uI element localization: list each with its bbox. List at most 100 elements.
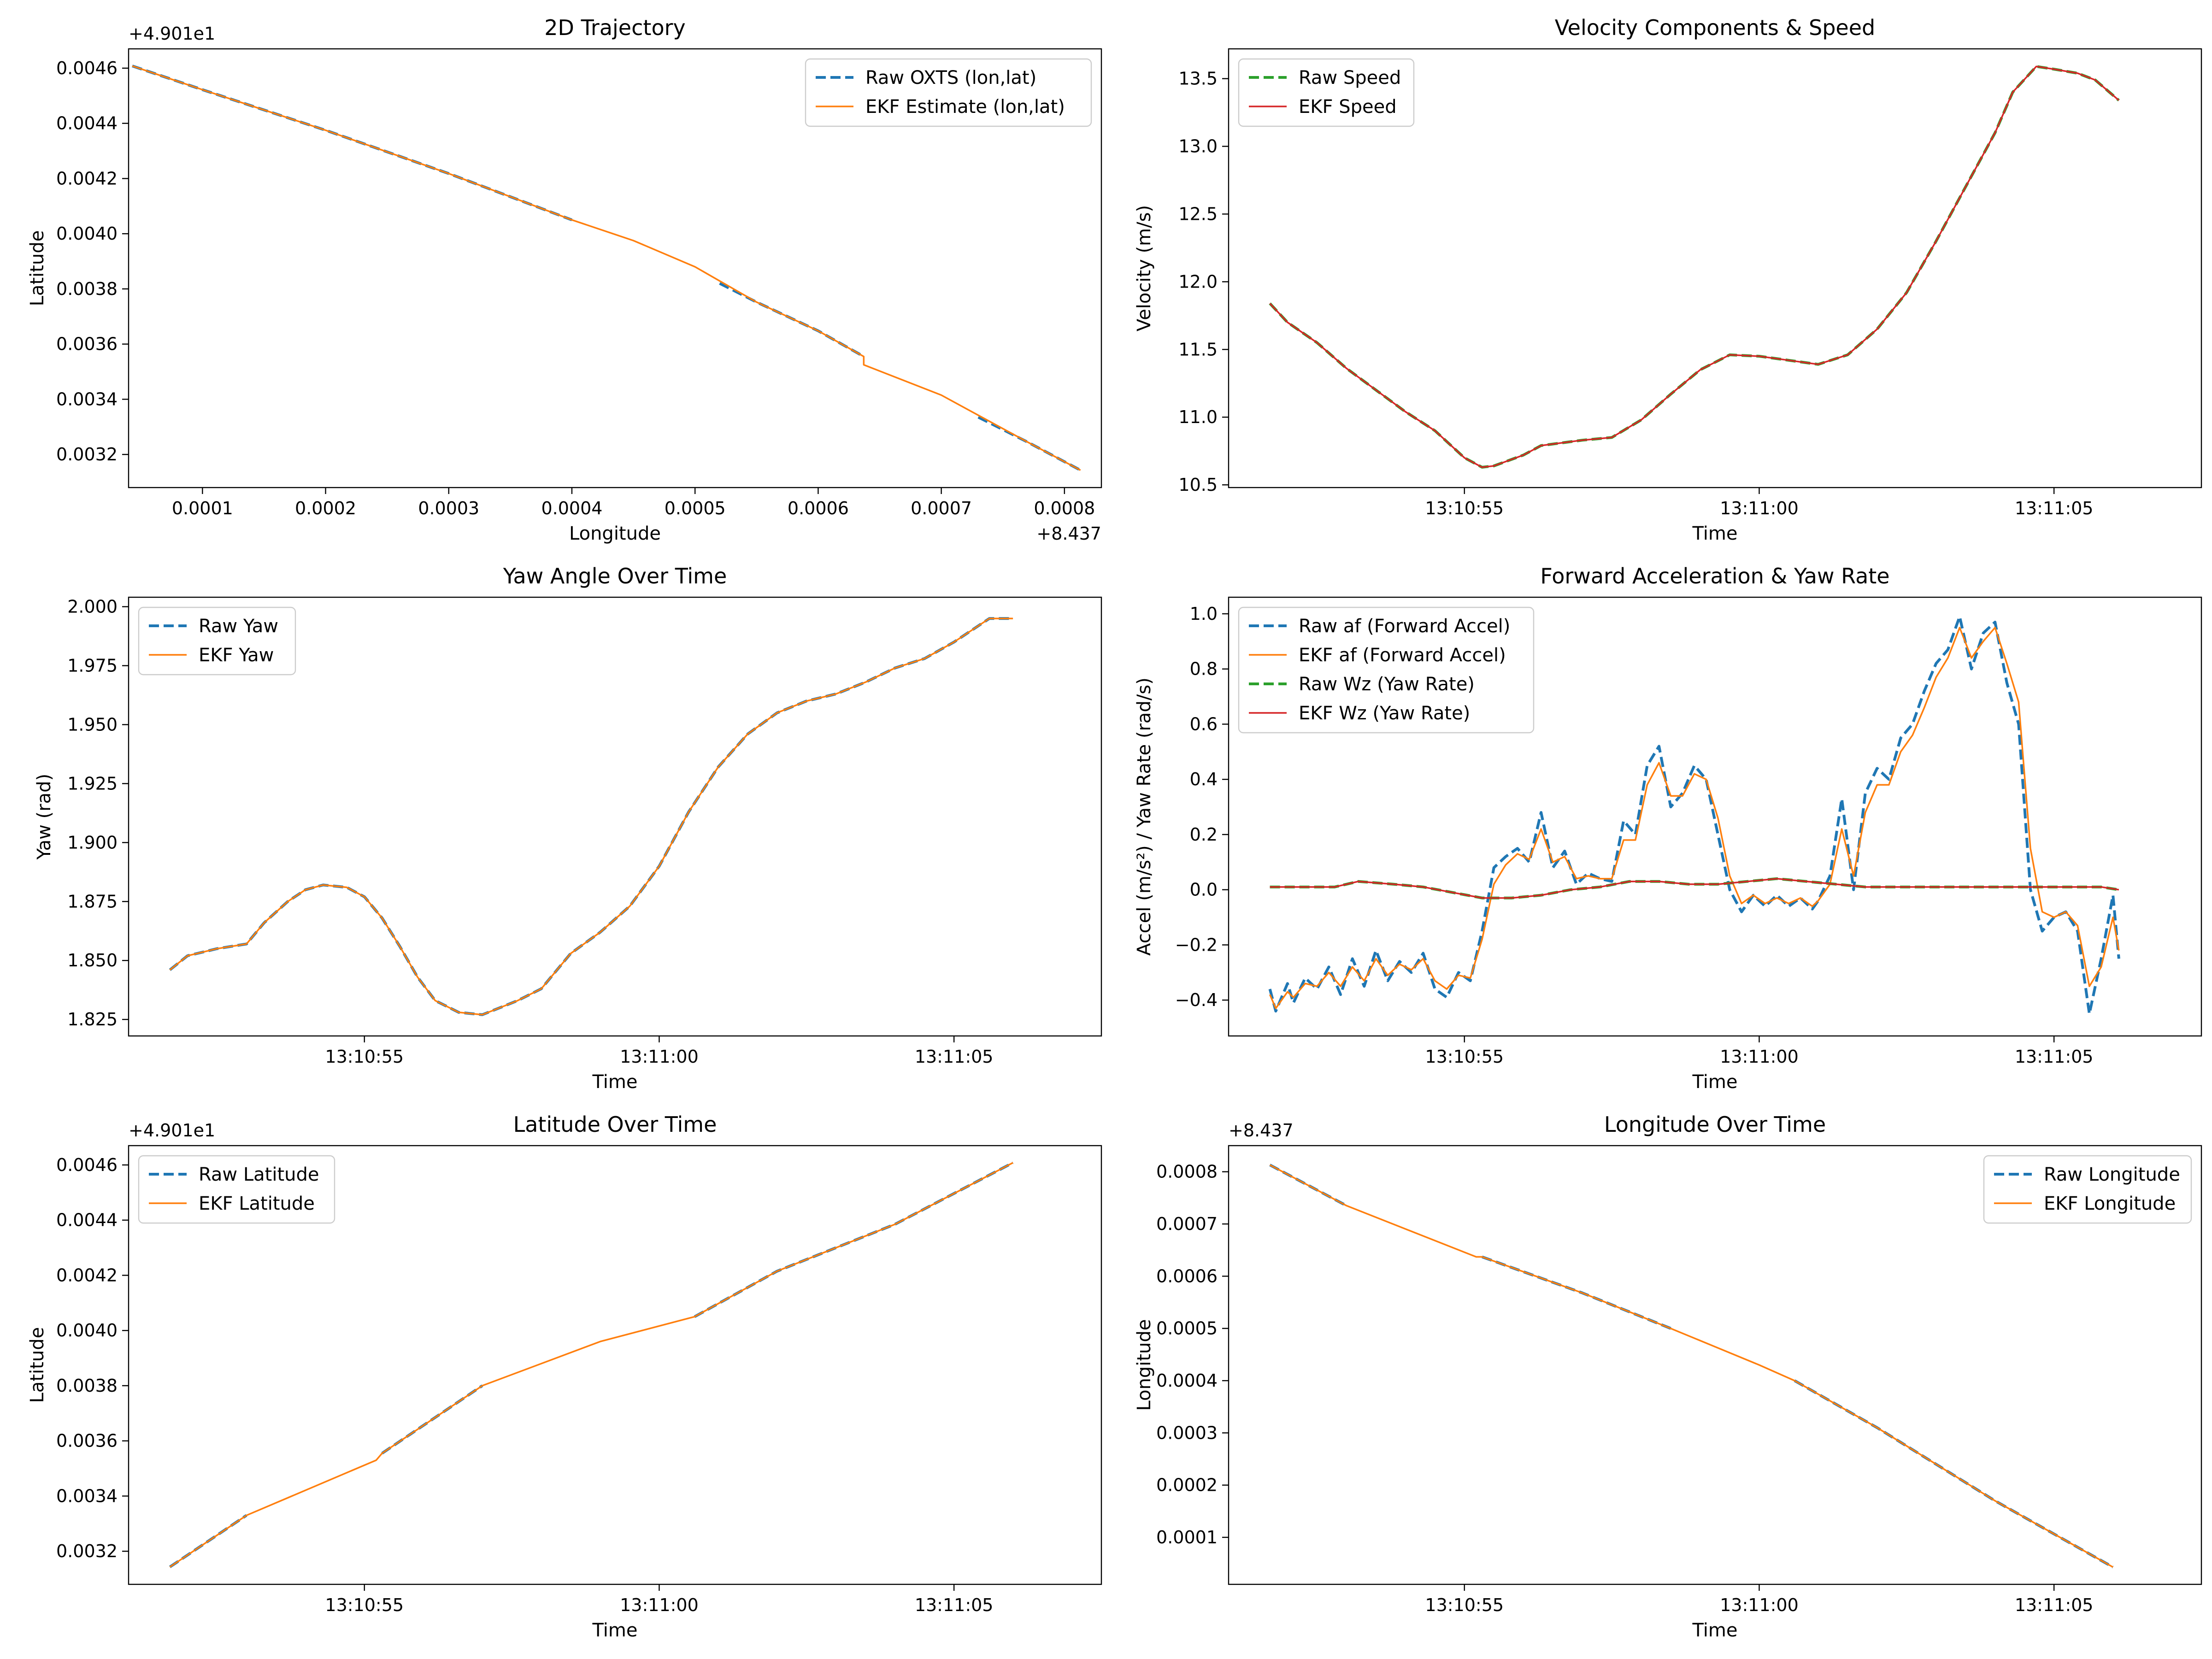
y-tick-label: 0.0004 bbox=[1156, 1371, 1218, 1391]
plot-frame bbox=[128, 596, 1102, 1037]
panel-latitude: Latitude Over Time 13:10:55 13:11:00 13:11:… bbox=[27, 1112, 1102, 1641]
y-tick-label: 1.925 bbox=[67, 773, 118, 794]
y-tick-label: 0.0032 bbox=[56, 1541, 118, 1561]
y-tick-label: 0.0007 bbox=[1156, 1214, 1218, 1234]
x-tick-label: 0.0001 bbox=[172, 498, 233, 518]
series-line bbox=[1268, 615, 2120, 1016]
y-tick-label: 0.0046 bbox=[56, 1155, 118, 1175]
y-tick-label: 0.0008 bbox=[1156, 1162, 1218, 1182]
legend-frame bbox=[138, 606, 296, 676]
legend-label: Raw Wz (Yaw Rate) bbox=[1299, 674, 1475, 695]
x-tick-label: 13:11:05 bbox=[2015, 1595, 2094, 1615]
series-line bbox=[169, 617, 1013, 1016]
x-tick-label: 13:10:55 bbox=[1425, 1595, 1504, 1615]
x-tick-label: 13:11:00 bbox=[620, 1047, 699, 1067]
y-axis-label: Longitude bbox=[1134, 1319, 1155, 1411]
x-tick-label: 13:11:05 bbox=[915, 1595, 994, 1615]
x-tick-label: 13:10:55 bbox=[1425, 1047, 1504, 1067]
y-tick-label: 2.000 bbox=[67, 596, 118, 617]
y-tick-label: 0.6 bbox=[1190, 714, 1218, 734]
y-axis-label: Accel (m/s²) / Yaw Rate (rad/s) bbox=[1134, 677, 1155, 956]
y-tick-label: 0.0 bbox=[1190, 880, 1218, 900]
y-axis-label: Velocity (m/s) bbox=[1134, 205, 1155, 331]
y-tick-label: 0.0036 bbox=[56, 1431, 118, 1451]
plot-frame bbox=[1228, 596, 2202, 1037]
chart-title: Forward Acceleration & Yaw Rate bbox=[1540, 564, 1889, 588]
y-tick-label: 0.0034 bbox=[56, 389, 118, 409]
y-tick-label: 0.0036 bbox=[56, 334, 118, 354]
series-group bbox=[1269, 65, 2120, 469]
series-line bbox=[1269, 65, 2120, 468]
x-tick-label: 13:11:00 bbox=[1720, 1595, 1799, 1615]
series-group bbox=[169, 617, 1013, 1016]
y-tick-label: 0.0044 bbox=[56, 113, 118, 134]
legend-label: EKF Speed bbox=[1299, 96, 1397, 118]
panel-trajectory: 2D Trajectory 0.0001 0.0002 0.0003 0.0004 0.0… bbox=[27, 15, 1102, 544]
series-line bbox=[1269, 1164, 2113, 1568]
x-tick-label: 13:11:05 bbox=[2015, 498, 2094, 518]
plot-frame bbox=[128, 1145, 1102, 1585]
y-tick-label: 1.0 bbox=[1190, 604, 1218, 624]
y-tick-label: 0.0001 bbox=[1156, 1527, 1218, 1547]
x-tick-label: 0.0002 bbox=[295, 498, 356, 518]
series-group bbox=[1268, 615, 2120, 1016]
y-tick-label: 0.8 bbox=[1190, 659, 1218, 679]
y-axis-label: Latitude bbox=[27, 1327, 48, 1403]
y-offset-label: +8.437 bbox=[1229, 1120, 1294, 1141]
chart-title: Latitude Over Time bbox=[513, 1112, 717, 1137]
x-axis-label: Time bbox=[592, 1620, 638, 1641]
y-tick-label: 1.850 bbox=[67, 950, 118, 971]
legend-label: EKF Latitude bbox=[199, 1193, 315, 1214]
series-line bbox=[1270, 877, 2119, 899]
x-axis-label: Time bbox=[1692, 1620, 1738, 1641]
legend-frame bbox=[1983, 1155, 2192, 1224]
x-tick-label: 0.0008 bbox=[1034, 498, 1095, 518]
y-tick-label: 11.5 bbox=[1178, 339, 1218, 359]
x-offset-label: +8.437 bbox=[1036, 524, 1101, 544]
y-tick-label: 0.0032 bbox=[56, 444, 118, 465]
y-tick-label: 0.0044 bbox=[56, 1210, 118, 1230]
y-tick-label: 13.5 bbox=[1178, 69, 1218, 89]
legend-label: Raw Yaw bbox=[199, 616, 278, 637]
x-axis-label: Time bbox=[1692, 1071, 1738, 1093]
plot-frame bbox=[1228, 1145, 2202, 1585]
y-tick-label: 12.5 bbox=[1178, 204, 1218, 224]
legend-label: Raw Longitude bbox=[2044, 1164, 2180, 1185]
legend: Raw Yaw EKF Yaw bbox=[138, 606, 296, 676]
y-tick-label: 12.0 bbox=[1178, 271, 1218, 292]
y-axis-label: Latitude bbox=[27, 230, 48, 306]
x-tick-label: 13:11:00 bbox=[620, 1595, 699, 1615]
series-line bbox=[1270, 877, 2119, 900]
chart-title: Velocity Components & Speed bbox=[1555, 15, 1875, 40]
legend-label: Raw OXTS (lon,lat) bbox=[865, 67, 1036, 88]
y-tick-label: 0.0046 bbox=[56, 58, 118, 78]
x-tick-label: 0.0003 bbox=[418, 498, 479, 518]
plot-frame bbox=[1228, 48, 2202, 488]
chart-title: Longitude Over Time bbox=[1604, 1112, 1826, 1137]
y-tick-label: 13.0 bbox=[1178, 136, 1218, 157]
legend: Raw OXTS (lon,lat) EKF Estimate (lon,lat) bbox=[805, 58, 1092, 127]
y-tick-label: 0.2 bbox=[1190, 824, 1218, 845]
x-axis-label: Time bbox=[592, 1071, 638, 1093]
series-line bbox=[694, 1161, 1014, 1318]
y-offset-label: +4.901e1 bbox=[129, 1120, 215, 1141]
x-tick-label: 13:10:55 bbox=[325, 1047, 404, 1067]
chart-title: Yaw Angle Over Time bbox=[503, 564, 727, 588]
chart-title: 2D Trajectory bbox=[544, 15, 685, 40]
legend-frame bbox=[1238, 606, 1535, 734]
legend-frame bbox=[138, 1155, 335, 1224]
legend: Raw af (Forward Accel) EKF af (Forward Ac… bbox=[1238, 606, 1535, 734]
series-group bbox=[1269, 1164, 2114, 1569]
y-tick-label: 0.0034 bbox=[56, 1486, 118, 1506]
x-tick-label: 13:11:05 bbox=[915, 1047, 994, 1067]
legend-label: EKF Estimate (lon,lat) bbox=[865, 96, 1065, 118]
y-tick-label: 1.900 bbox=[67, 832, 118, 853]
y-tick-label: −0.4 bbox=[1175, 990, 1218, 1010]
series-line bbox=[132, 65, 1081, 471]
y-tick-label: 11.0 bbox=[1178, 407, 1218, 427]
x-tick-label: 0.0005 bbox=[665, 498, 726, 518]
y-axis-label: Yaw (rad) bbox=[34, 774, 55, 860]
y-tick-label: 1.825 bbox=[67, 1009, 118, 1030]
y-tick-label: 0.0038 bbox=[56, 1376, 118, 1396]
